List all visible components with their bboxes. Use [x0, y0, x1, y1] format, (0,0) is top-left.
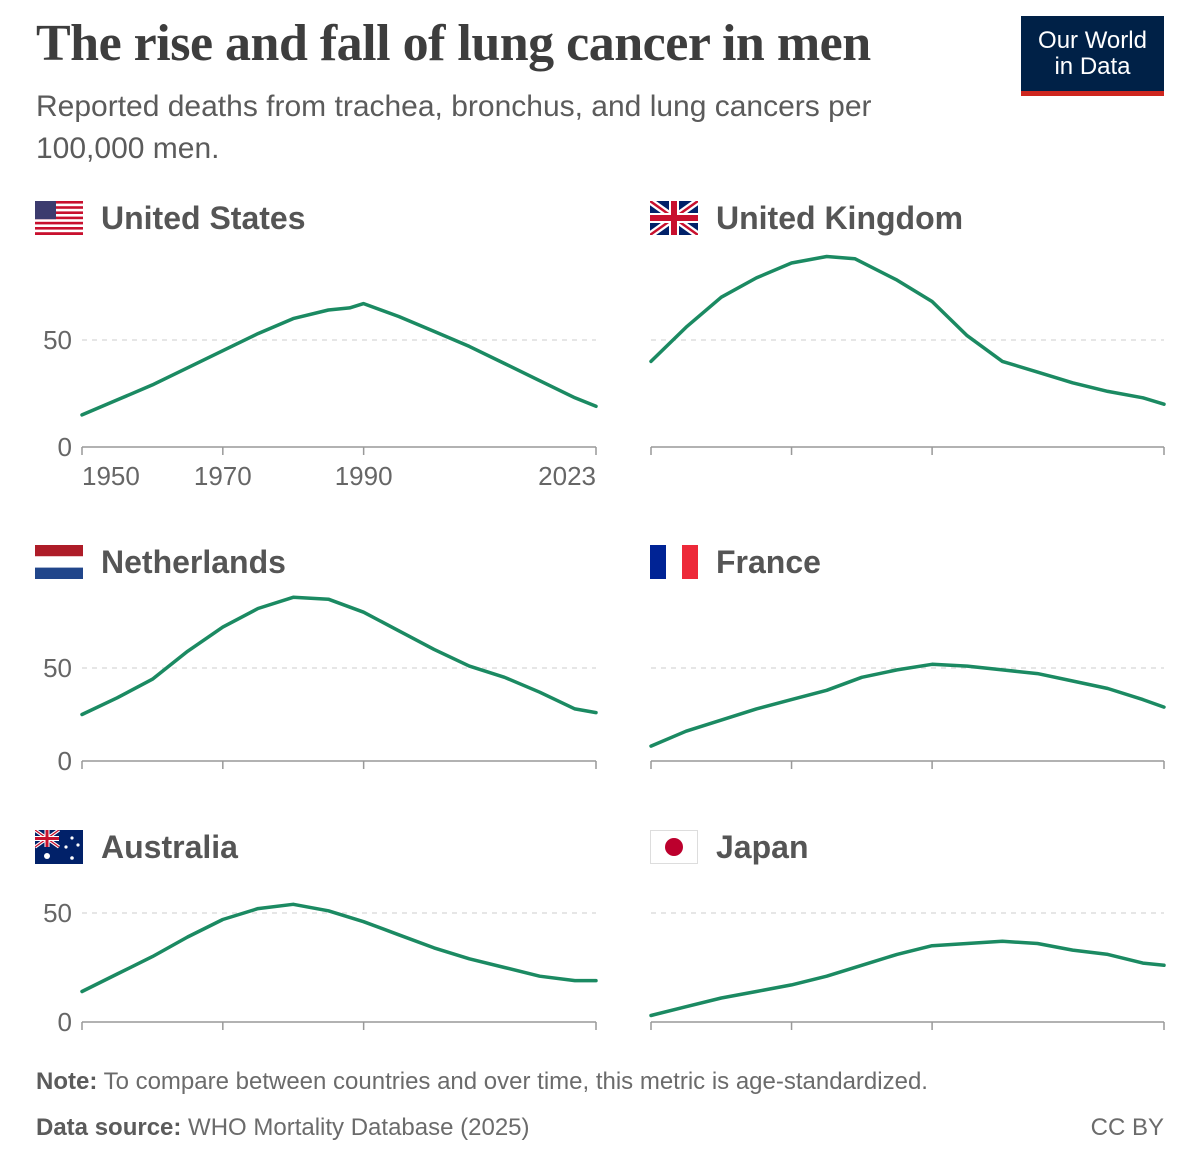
- x-tick-label: 1990: [335, 461, 393, 491]
- chart-note: Note: To compare between countries and o…: [36, 1068, 928, 1096]
- source-text: WHO Mortality Database (2025): [181, 1114, 530, 1141]
- france-flag-icon: [650, 545, 698, 579]
- panel-title: Japan: [716, 828, 809, 865]
- note-label: Note:: [36, 1068, 98, 1095]
- y-tick-label: 50: [43, 653, 72, 683]
- panel-header-united-states: United States: [35, 196, 305, 240]
- series-line-france: [649, 662, 1166, 748]
- series-line-united-kingdom: [649, 254, 1166, 406]
- netherlands-flag-icon: [35, 545, 83, 579]
- australia-flag-icon: [35, 830, 83, 864]
- x-tick-label: 1970: [194, 461, 252, 491]
- panel-title: Australia: [101, 828, 238, 865]
- y-tick-label: 0: [58, 432, 72, 462]
- y-tick-label: 0: [58, 746, 72, 776]
- us-flag-icon: [35, 201, 83, 235]
- chart-source: Data source: WHO Mortality Database (202…: [36, 1114, 530, 1142]
- series-line-netherlands: [80, 595, 598, 717]
- source-label: Data source:: [36, 1114, 182, 1141]
- series-line-united-states: [80, 301, 598, 417]
- license-link[interactable]: CC BY: [1090, 1114, 1164, 1141]
- series-line-japan: [649, 939, 1166, 1018]
- logo-line-1: Our World: [1038, 26, 1147, 54]
- japan-flag-icon: [650, 830, 698, 864]
- panel-title: United States: [101, 199, 306, 236]
- panel-title: France: [716, 543, 821, 580]
- owid-logo[interactable]: Our World in Data: [1021, 16, 1164, 96]
- chart-subtitle: Reported deaths from trachea, bronchus, …: [36, 90, 872, 165]
- panel-header-france: France: [650, 540, 821, 584]
- uk-flag-icon: [650, 201, 698, 235]
- y-tick-label: 50: [43, 325, 72, 355]
- panel-header-netherlands: Netherlands: [35, 540, 286, 584]
- x-tick-label: 2023: [538, 461, 596, 491]
- logo-line-2: in Data: [1054, 52, 1131, 80]
- note-text: To compare between countries and over ti…: [97, 1068, 928, 1095]
- chart-title: The rise and fall of lung cancer in men: [36, 15, 871, 72]
- panel-title: Netherlands: [101, 543, 286, 580]
- x-tick-label: 1950: [82, 461, 140, 491]
- panel-header-japan: Japan: [650, 825, 808, 869]
- panel-header-united-kingdom: United Kingdom: [650, 196, 963, 240]
- panel-title: United Kingdom: [716, 199, 964, 236]
- panel-header-australia: Australia: [35, 825, 238, 869]
- y-tick-label: 0: [58, 1007, 72, 1037]
- series-line-australia: [80, 902, 598, 994]
- y-tick-label: 50: [43, 898, 72, 928]
